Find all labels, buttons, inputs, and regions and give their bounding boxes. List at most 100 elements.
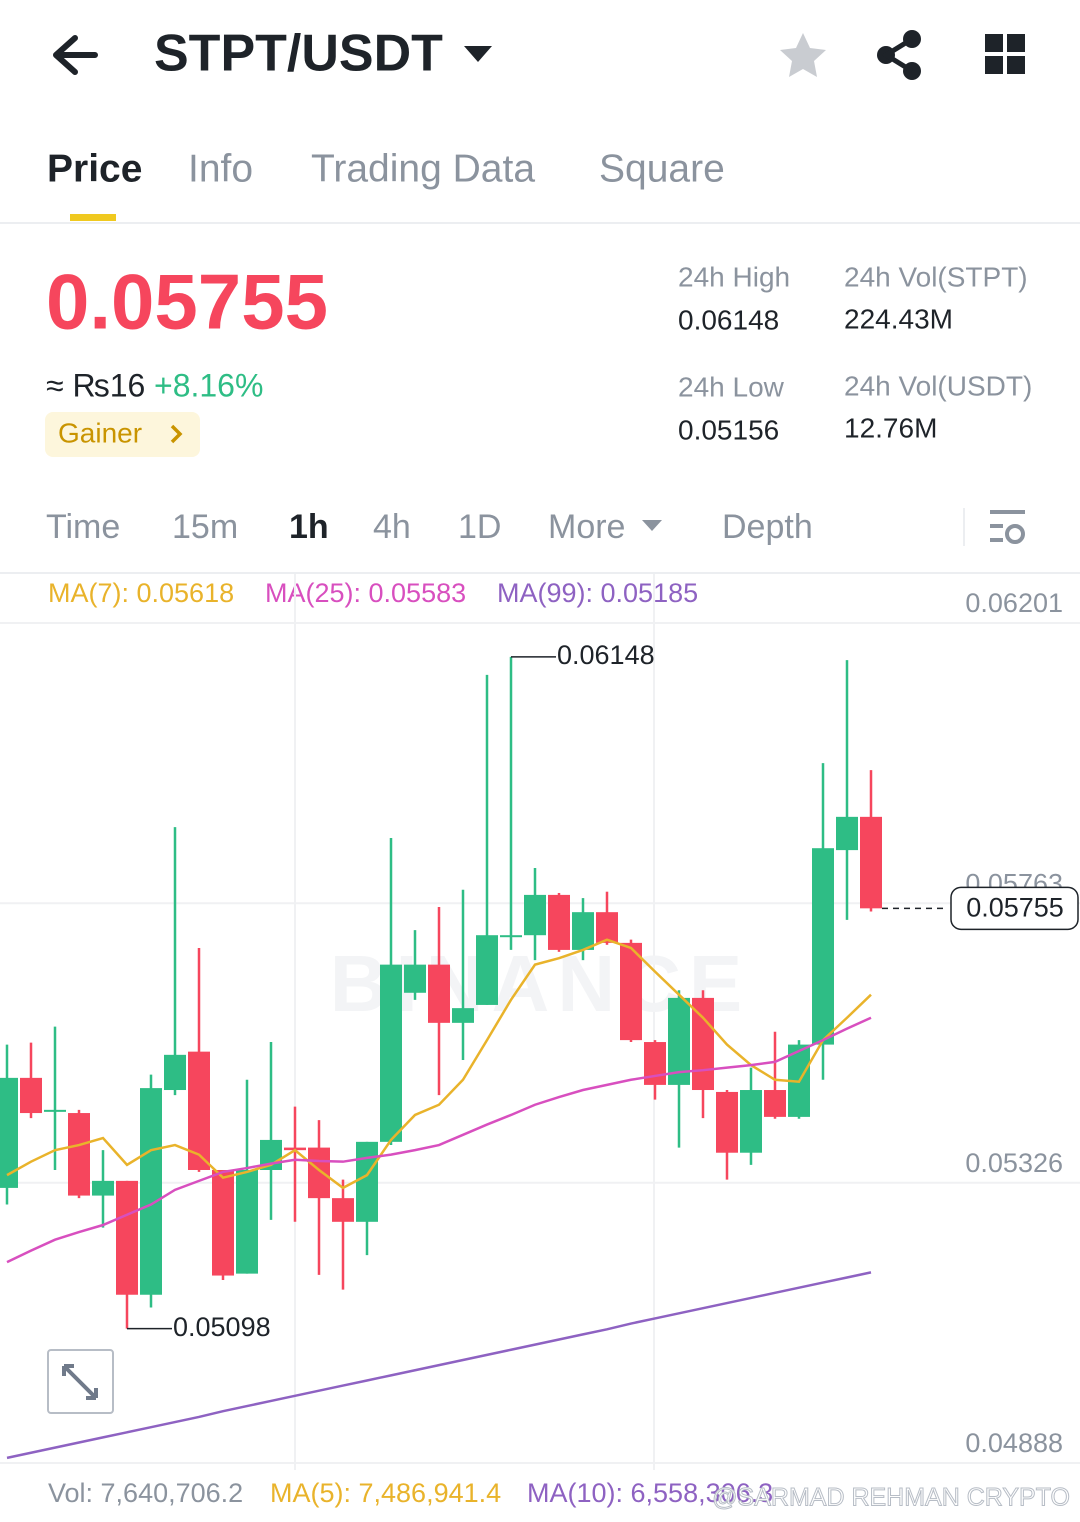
back-button[interactable]: [53, 35, 98, 75]
candle-body: [476, 935, 498, 1005]
candle-body: [44, 1109, 66, 1112]
last-price-tag-label: 0.05755: [966, 892, 1064, 922]
candle-body: [764, 1090, 786, 1117]
interval-option[interactable]: 4h: [373, 508, 411, 546]
badge-label: Gainer: [58, 417, 142, 448]
candle-body: [92, 1180, 114, 1196]
candle-body: [596, 912, 618, 943]
candle-body: [236, 1169, 258, 1274]
candle-body: [620, 942, 642, 1041]
candle-body: [116, 1180, 138, 1295]
candle-body: [212, 1169, 234, 1276]
price-change: +8.16%: [154, 367, 263, 403]
candle-body: [836, 816, 858, 851]
candle-body: [356, 1141, 378, 1222]
y-tick-label: 0.05326: [965, 1148, 1063, 1178]
candle-body: [68, 1113, 90, 1196]
back-arrow: [53, 35, 98, 75]
candle-body: [140, 1088, 162, 1295]
grid-cell: [985, 56, 1003, 74]
tab[interactable]: Trading Data: [311, 147, 535, 190]
last-price: 0.05755: [46, 258, 328, 346]
grid-cell: [1007, 56, 1025, 74]
ma-legend: MA(25): 0.05583: [265, 578, 466, 608]
moving-average-line: [6, 1016, 872, 1264]
chart-settings-button[interactable]: [990, 510, 1025, 544]
interval-option[interactable]: More: [548, 508, 625, 546]
divider: [0, 572, 1080, 574]
candle-body: [860, 816, 882, 909]
high-marker-label: 0.06148: [557, 640, 655, 670]
candle-body: [524, 894, 546, 936]
ma-legend: MA(99): 0.05185: [497, 578, 698, 608]
candle-body: [668, 997, 690, 1085]
y-tick-label: 0.04888: [965, 1428, 1063, 1458]
badge-chevron: [170, 424, 183, 444]
share-button[interactable]: [877, 30, 921, 80]
stat-label: 24h Vol(USDT): [844, 370, 1032, 401]
candle-body: [20, 1077, 42, 1114]
candle-body: [644, 1042, 666, 1085]
candle-body: [572, 912, 594, 950]
stat-label: 24h Low: [678, 371, 785, 402]
stat-value: 0.06148: [678, 304, 779, 335]
fiat-price: ≈ ₨16: [46, 367, 145, 403]
tab[interactable]: Info: [188, 147, 253, 190]
candle-body: [812, 848, 834, 1045]
tab[interactable]: Price: [47, 147, 142, 190]
candle-body: [164, 1054, 186, 1091]
divider: [963, 508, 965, 546]
candle-body: [452, 1008, 474, 1023]
stat-value: 12.76M: [844, 412, 937, 443]
expand-icon: [62, 1364, 98, 1400]
active-tab-indicator: [70, 214, 116, 221]
stat-value: 0.05156: [678, 414, 779, 445]
low-marker-label: 0.05098: [173, 1312, 271, 1342]
interval-option[interactable]: Time: [46, 508, 120, 546]
moving-average-line: [6, 938, 872, 1190]
tab[interactable]: Square: [599, 147, 725, 190]
interval-option[interactable]: 1D: [458, 508, 501, 546]
divider: [0, 222, 1080, 224]
volume-legend: Vol: 7,640,706.2: [48, 1478, 243, 1508]
candle-body: [500, 935, 522, 938]
pair-title[interactable]: STPT/USDT: [154, 25, 443, 83]
settings-gear: [1005, 524, 1025, 544]
candlestick-chart: BINANCE 0.062010.057630.053260.048880.06…: [0, 574, 1080, 1470]
favorite-star[interactable]: [780, 33, 826, 77]
gainer-badge[interactable]: Gainer: [45, 412, 200, 457]
candle-body: [332, 1198, 354, 1222]
badge-background: [45, 412, 200, 457]
pair-dropdown-caret[interactable]: [464, 46, 492, 62]
candle-body: [404, 964, 426, 993]
stat-label: 24h Vol(STPT): [844, 261, 1028, 292]
last-price-tag: [950, 886, 1079, 931]
moving-average-line: [6, 1271, 872, 1460]
more-caret[interactable]: [642, 520, 662, 531]
grid-cell: [1007, 34, 1025, 52]
candle-body: [692, 997, 714, 1091]
candle-body: [740, 1090, 762, 1153]
menu-grid-button[interactable]: [985, 34, 1025, 74]
candle-body: [548, 894, 570, 950]
grid-cell: [985, 34, 1003, 52]
candle-body: [428, 964, 450, 1023]
fullscreen-button[interactable]: [47, 1349, 114, 1414]
image-watermark: @SARMAD REHMAN CRYPTO: [712, 1484, 1070, 1512]
interval-option[interactable]: 1h: [289, 508, 329, 546]
volume-legend: MA(10): 6,558,306.3: [527, 1478, 773, 1508]
volume-legend: MA(5): 7,486,941.4: [270, 1478, 501, 1508]
stat-label: 24h High: [678, 261, 790, 292]
ma-legend: MA(7): 0.05618: [48, 578, 234, 608]
candle-body: [188, 1051, 210, 1170]
stat-value: 224.43M: [844, 303, 953, 334]
candle-body: [0, 1077, 18, 1188]
interval-option[interactable]: 15m: [172, 508, 238, 546]
settings-lines: [990, 510, 1025, 542]
share-link: [881, 36, 914, 74]
candle-body: [308, 1147, 330, 1199]
interval-option[interactable]: Depth: [722, 508, 813, 546]
y-tick-label: 0.06201: [965, 588, 1063, 618]
